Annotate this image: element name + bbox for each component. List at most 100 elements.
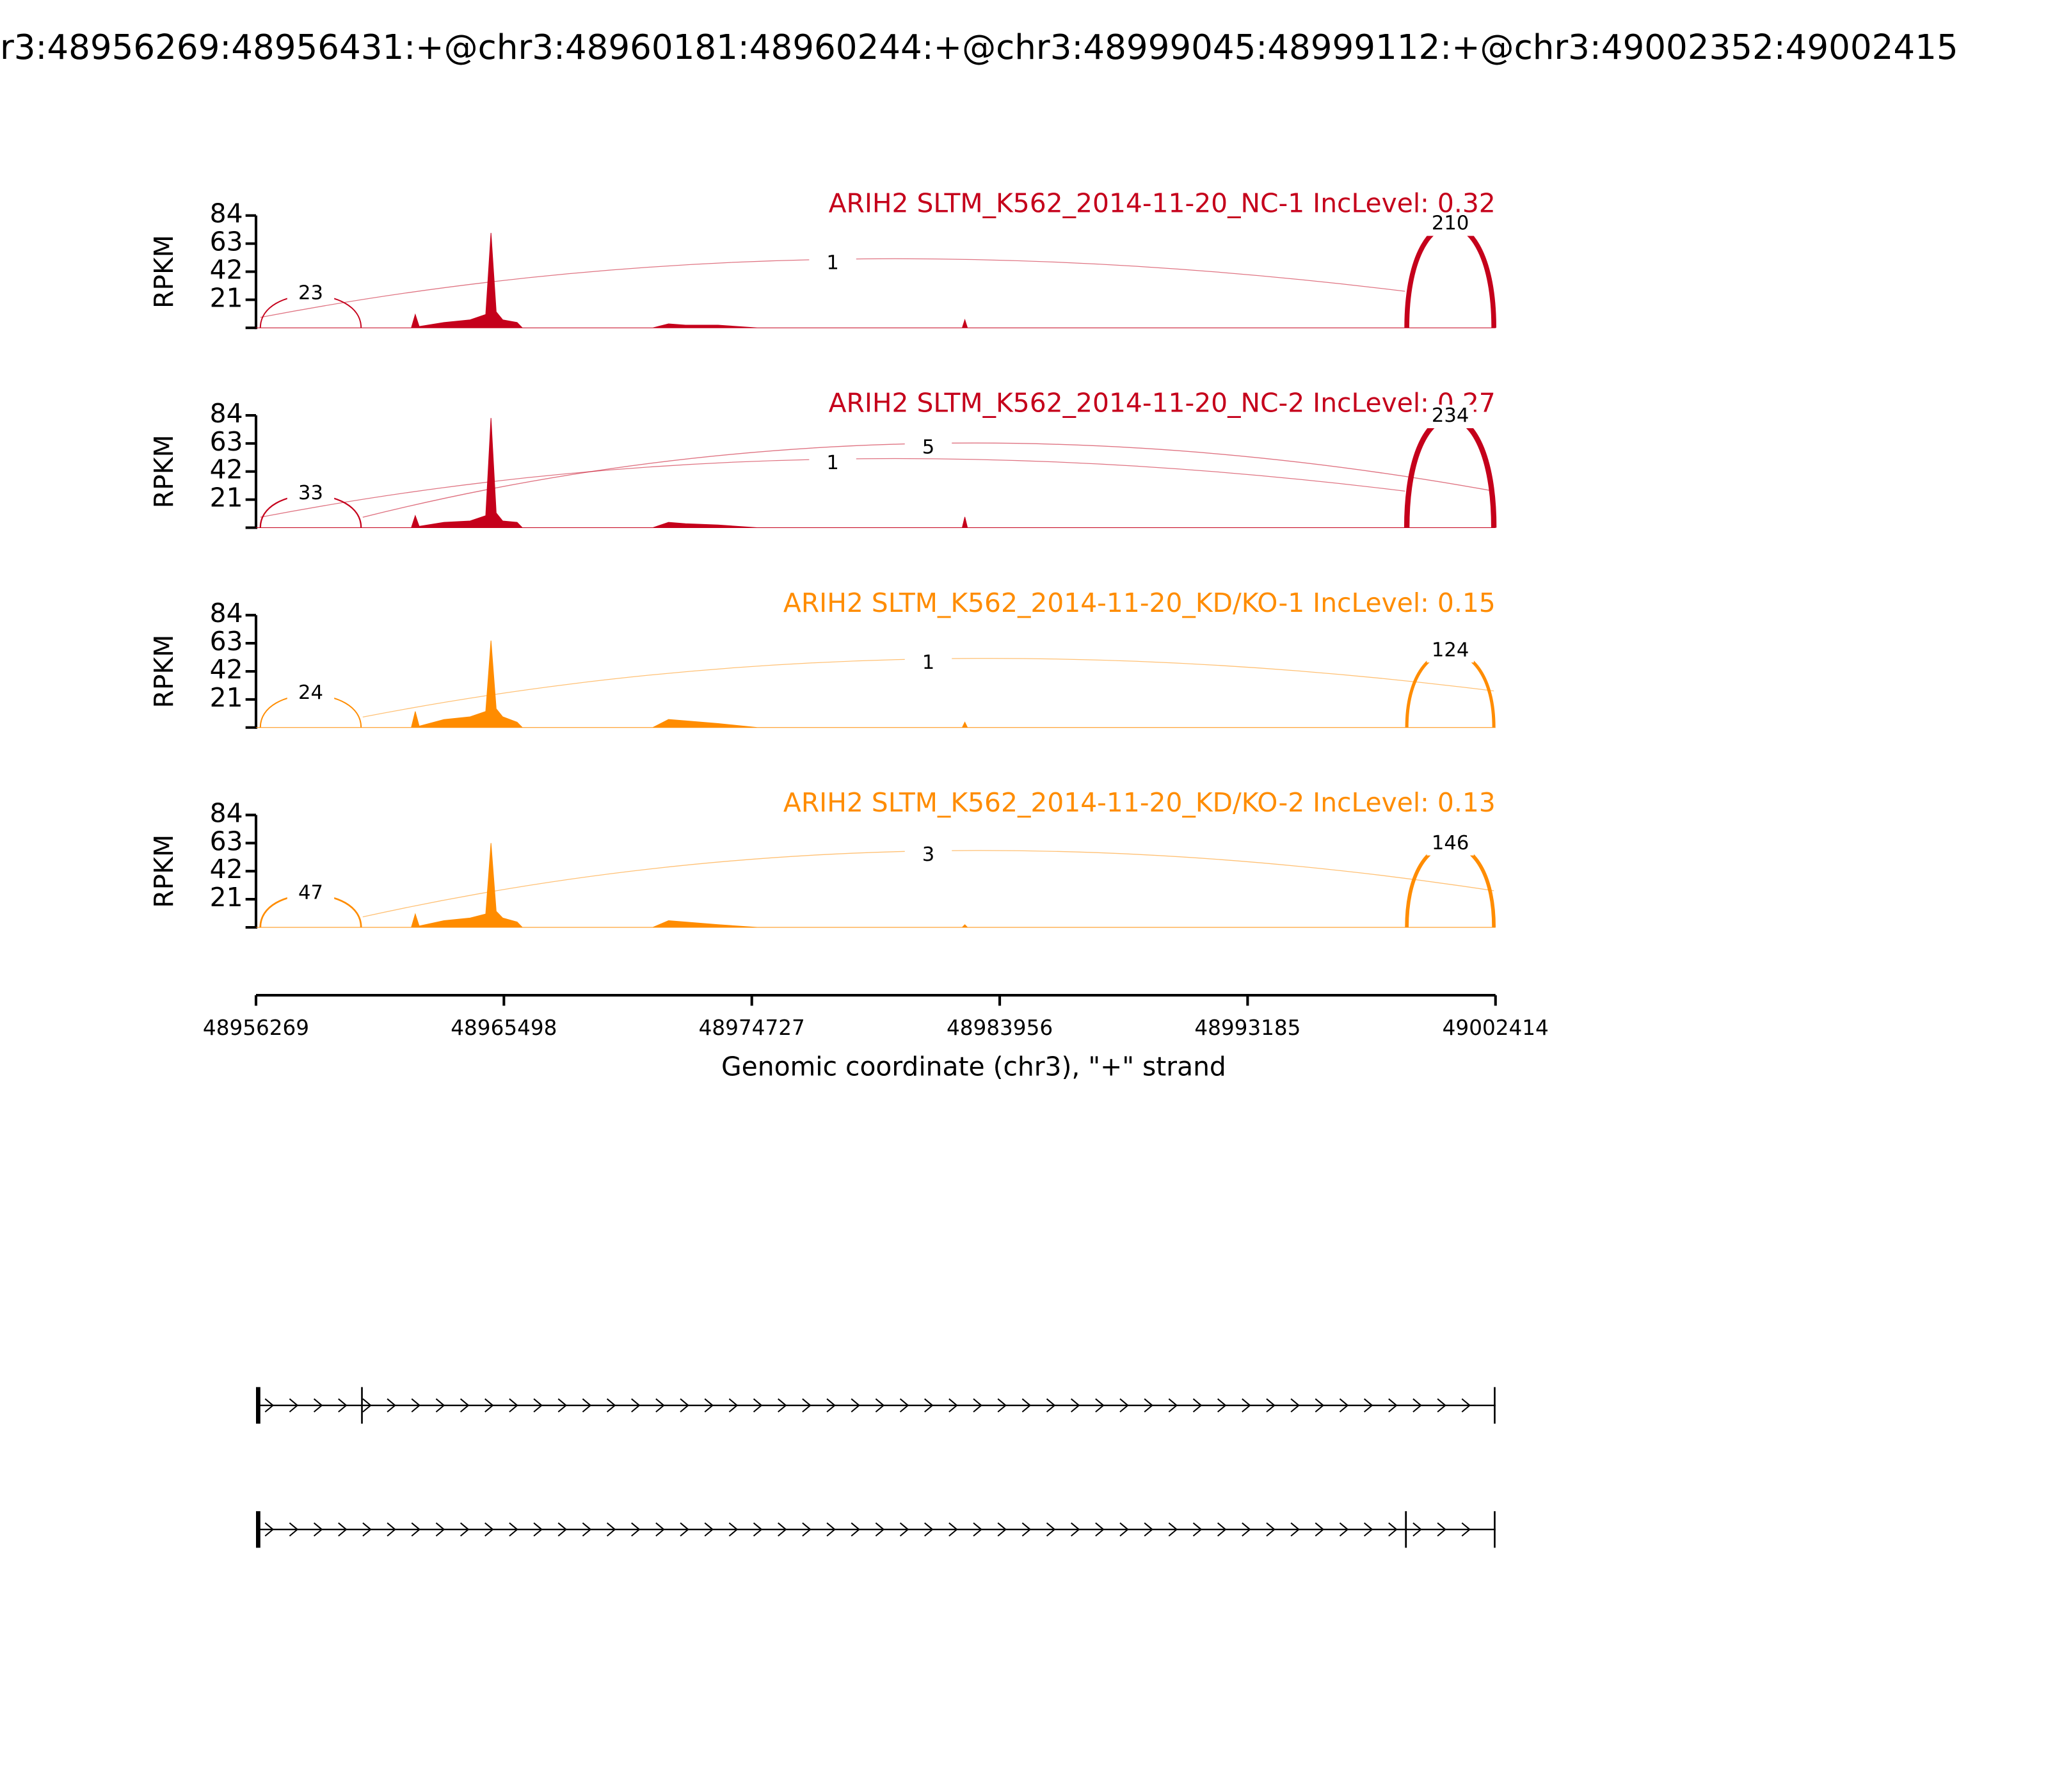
strand-chevron (1119, 1398, 1129, 1412)
strand-chevron (1144, 1522, 1154, 1537)
strand-chevron (948, 1522, 958, 1537)
strand-chevron (680, 1522, 689, 1537)
strand-chevron (313, 1398, 323, 1412)
exon (256, 1511, 260, 1548)
strand-chevron (1363, 1522, 1373, 1537)
strand-chevron (1071, 1522, 1080, 1537)
strand-chevron (387, 1522, 396, 1537)
strand-chevron (1192, 1398, 1203, 1412)
y-tick-label: 84 (210, 797, 243, 828)
strand-chevron (264, 1522, 275, 1537)
strand-chevron (1168, 1522, 1178, 1537)
x-tick-label: 48983956 (947, 1016, 1053, 1040)
strand-chevron (728, 1398, 739, 1412)
junction-label-bg (1427, 831, 1474, 856)
junction-count: 47 (298, 881, 323, 904)
junction-count: 1 (922, 652, 934, 674)
strand-chevron (1242, 1522, 1251, 1537)
junction-arc (1405, 650, 1496, 728)
strand-chevron (557, 1522, 568, 1537)
y-tick-label: 63 (210, 826, 243, 856)
junction-label-bg (904, 436, 952, 460)
x-tick-label: 48956269 (203, 1016, 309, 1040)
strand-chevron (557, 1398, 568, 1412)
strand-chevron (778, 1398, 787, 1412)
strand-chevron (1388, 1398, 1398, 1412)
y-tick-label: 42 (210, 654, 243, 685)
exon (256, 1387, 260, 1424)
strand-chevron (655, 1398, 665, 1412)
strand-chevron (753, 1398, 763, 1412)
junction-count: 3 (922, 844, 934, 866)
y-tick-label: 63 (210, 227, 243, 257)
junction-count: 5 (922, 436, 934, 459)
strand-chevron (1412, 1522, 1422, 1537)
exon (1405, 1511, 1407, 1548)
y-axis-label: RPKM (148, 435, 179, 508)
exon (1494, 1511, 1496, 1548)
strand-chevron (899, 1522, 909, 1537)
coverage-area (256, 232, 1496, 328)
strand-chevron (1266, 1398, 1276, 1412)
y-tick-label: 63 (210, 426, 243, 457)
strand-chevron (1315, 1398, 1325, 1412)
junction-label-bg (287, 282, 335, 306)
strand-chevron (997, 1522, 1007, 1537)
figure-title: r3:48956269:48956431:+@chr3:48960181:489… (0, 28, 1958, 67)
strand-chevron (826, 1398, 836, 1412)
strand-chevron (1168, 1398, 1178, 1412)
strand-chevron (1242, 1398, 1251, 1412)
y-axis-label: RPKM (148, 835, 179, 908)
y-tick-label: 42 (210, 254, 243, 285)
junction-label-bg (904, 844, 952, 868)
strand-chevron (973, 1398, 982, 1412)
strand-chevron (1461, 1522, 1471, 1537)
y-tick-label: 21 (210, 682, 243, 713)
y-tick-label: 21 (210, 282, 243, 313)
junction-label-bg (809, 452, 856, 476)
strand-chevron (851, 1398, 861, 1412)
strand-chevron (973, 1522, 982, 1537)
exon (361, 1387, 363, 1424)
junction-label-bg (287, 482, 335, 506)
panel-title: ARIH2 SLTM_K562_2014-11-20_KD/KO-1 IncLe… (783, 588, 1496, 618)
strand-chevron (875, 1522, 885, 1537)
strand-chevron (1046, 1522, 1056, 1537)
strand-chevron (1339, 1522, 1349, 1537)
y-tick-label: 21 (210, 882, 243, 913)
strand-chevron (631, 1398, 641, 1412)
strand-chevron (289, 1398, 299, 1412)
strand-chevron (1021, 1522, 1032, 1537)
strand-chevron (338, 1398, 348, 1412)
y-axis-label: RPKM (148, 635, 179, 708)
junction-label-bg (904, 652, 952, 676)
strand-chevron (802, 1522, 812, 1537)
strand-chevron (948, 1398, 958, 1412)
strand-chevron (924, 1398, 934, 1412)
junction-arc (1404, 223, 1496, 328)
strand-chevron (484, 1398, 494, 1412)
y-tick-label: 42 (210, 454, 243, 485)
junction-count: 1 (826, 252, 838, 275)
x-axis-label: Genomic coordinate (chr3), "+" strand (721, 1051, 1226, 1082)
strand-chevron (582, 1522, 592, 1537)
coverage-area (256, 640, 1496, 728)
strand-chevron (411, 1398, 421, 1412)
strand-chevron (728, 1522, 739, 1537)
strand-chevron (753, 1522, 763, 1537)
strand-chevron (1461, 1398, 1471, 1412)
strand-chevron (484, 1522, 494, 1537)
y-tick-label: 84 (210, 398, 243, 429)
strand-chevron (1437, 1522, 1446, 1537)
junction-label-bg (287, 682, 335, 706)
junction-count: 234 (1432, 404, 1469, 427)
strand-chevron (1290, 1522, 1300, 1537)
strand-chevron (1339, 1398, 1349, 1412)
strand-chevron (1144, 1398, 1154, 1412)
strand-chevron (1046, 1398, 1056, 1412)
junction-count: 33 (298, 482, 323, 504)
strand-chevron (435, 1398, 445, 1412)
exon (1494, 1387, 1496, 1424)
